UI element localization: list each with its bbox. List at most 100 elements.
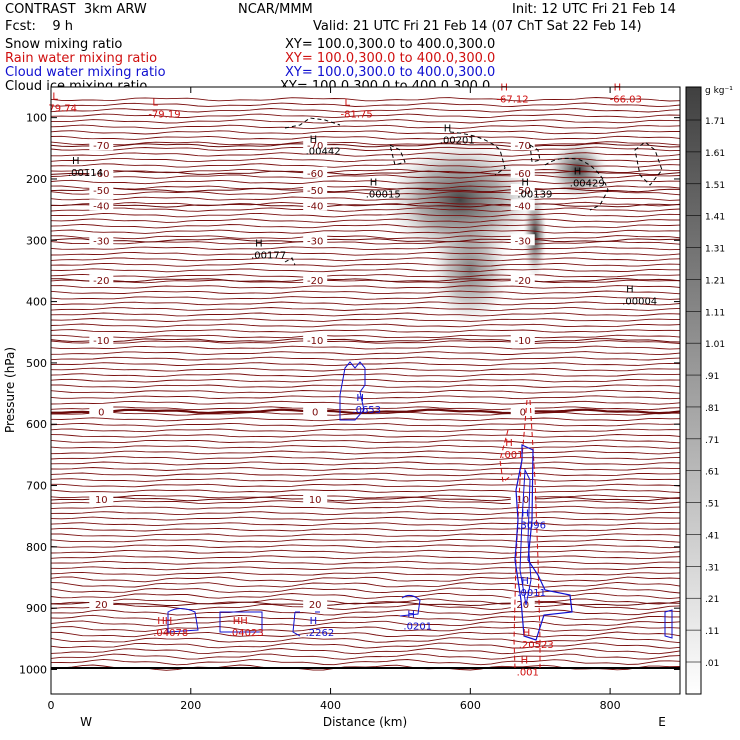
isotherm-line (50, 257, 681, 262)
field-label-rain: Rain water mixing ratio (5, 51, 158, 66)
isotherm-label: -70 (307, 141, 323, 152)
isotherm-line (50, 626, 681, 632)
isotherm-label: -40 (515, 201, 531, 212)
isotherm-line (50, 223, 681, 229)
field-label-snow: Snow mixing ratio (5, 37, 123, 52)
isotherm-label-bg (510, 597, 535, 609)
x-tick-label: 400 (320, 699, 341, 712)
extremum-marker: H (521, 576, 529, 587)
isotherm-line (50, 494, 681, 499)
isotherm-line (50, 642, 681, 649)
isotherm-label-bg (303, 334, 328, 346)
extremum-marker: L (52, 92, 58, 103)
isotherm-label-bg (510, 139, 535, 151)
extremum-marker: H (407, 610, 415, 621)
extremum-marker: H (356, 393, 364, 404)
isotherm-line (50, 212, 681, 218)
colorbar-label: .51 (705, 500, 719, 510)
cloud-water-cell-3 (292, 611, 320, 637)
cloud-water-cell-1 (167, 608, 199, 633)
isotherm-label: 20 (516, 600, 529, 611)
isotherm-label: -30 (307, 236, 323, 247)
isotherm-line (50, 389, 681, 394)
isotherm-line (50, 113, 681, 119)
x-tick-label: 600 (460, 699, 481, 712)
isotherm-label: -60 (93, 169, 109, 180)
extrema-labels: L79.74L-79.19L-81.75H-67.12H-66.03H.0044… (48, 82, 657, 678)
isotherm-line (50, 246, 681, 251)
isotherm-label: -30 (93, 236, 109, 247)
extremum-marker: HH (157, 616, 172, 627)
isotherm-labeled (50, 238, 681, 243)
isotherm-line (50, 653, 681, 660)
isotherm-line (50, 262, 681, 267)
isotherm-line (50, 549, 681, 554)
product-title: CONTRAST 3km ARW (5, 2, 147, 17)
isotherm-line (50, 555, 681, 560)
isotherm-line (50, 157, 681, 163)
isotherm-label-bg (303, 274, 328, 286)
extremum-marker: H (310, 616, 318, 627)
colorbar-label: .11 (705, 627, 719, 637)
isotherm-label: -10 (93, 336, 109, 347)
y-axis-label: Pressure (hPa) (3, 347, 17, 433)
isotherm-line (50, 97, 681, 102)
isotherm-label-bg (303, 405, 328, 417)
extremum-value: .04023 (229, 628, 264, 639)
rain-contour-column (513, 399, 541, 669)
isotherm-label-bg (303, 166, 328, 178)
isotherm-line (50, 422, 681, 427)
isotherm-line (50, 340, 681, 344)
isotherm-line (50, 185, 681, 190)
extremum-value: .001 (501, 450, 523, 461)
isotherm-line (50, 345, 681, 350)
west-label: W (80, 715, 92, 729)
isotherm-labeled (50, 170, 681, 176)
cloud-water-inner (519, 468, 532, 606)
isotherm-line (50, 658, 681, 666)
y-tick-label: 300 (26, 234, 47, 247)
cloud-ice-contour-4 (634, 141, 663, 186)
isotherm-line (50, 312, 681, 317)
isotherm-label: -60 (515, 169, 531, 180)
isotherm-label-bg (89, 274, 114, 286)
y-tick-label: 900 (26, 602, 47, 615)
isotherm-label: -20 (93, 276, 109, 287)
colorbar-label: .61 (705, 468, 719, 478)
isotherm-label: -20 (515, 276, 531, 287)
isotherm-label-bg (510, 334, 535, 346)
isotherm-label-bg (89, 139, 114, 151)
org-label: NCAR/MMM (238, 2, 313, 17)
isotherm-line (50, 179, 681, 185)
extremum-value: .2262 (306, 628, 335, 639)
field-xy-snow: XY= 100.0,300.0 to 400.0,300.0 (285, 37, 496, 52)
isotherm-label-bg (303, 139, 328, 151)
isotherm-line (50, 439, 681, 444)
snow-core-center (523, 190, 547, 280)
isotherm-label-bg (89, 184, 114, 196)
colorbar-label: .91 (705, 372, 719, 382)
isotherm-line (50, 620, 681, 627)
isotherm-line (50, 538, 681, 543)
extremum-value: 79.74 (48, 104, 77, 115)
extremum-marker: H (614, 82, 622, 93)
cloud-ice-contour-2 (449, 131, 506, 176)
isotherm-line (50, 489, 681, 493)
plot-frame (50, 86, 681, 695)
isotherm-label-bg (89, 597, 114, 609)
isotherm-line (50, 290, 681, 295)
isotherm-line (50, 467, 680, 471)
isotherm-label: 10 (309, 495, 322, 506)
isotherm-line (50, 301, 681, 306)
x-axis-label: Distance (km) (323, 715, 407, 729)
extremum-marker: HH (233, 616, 248, 627)
isotherm-line (50, 571, 681, 576)
extremum-value: .00004 (622, 297, 657, 308)
isotherm-line (50, 434, 681, 438)
isotherm-line (50, 647, 681, 655)
extremum-marker: H (574, 166, 582, 177)
colorbar-label: 1.71 (705, 117, 725, 127)
y-tick-label: 1000 (19, 663, 47, 676)
isotherm-lines: -70 -70 -70 -60 -60 -60 -50 -50 -50 -40 -40 -40 -30 -… (50, 97, 681, 671)
isotherm-label-bg (510, 199, 535, 211)
